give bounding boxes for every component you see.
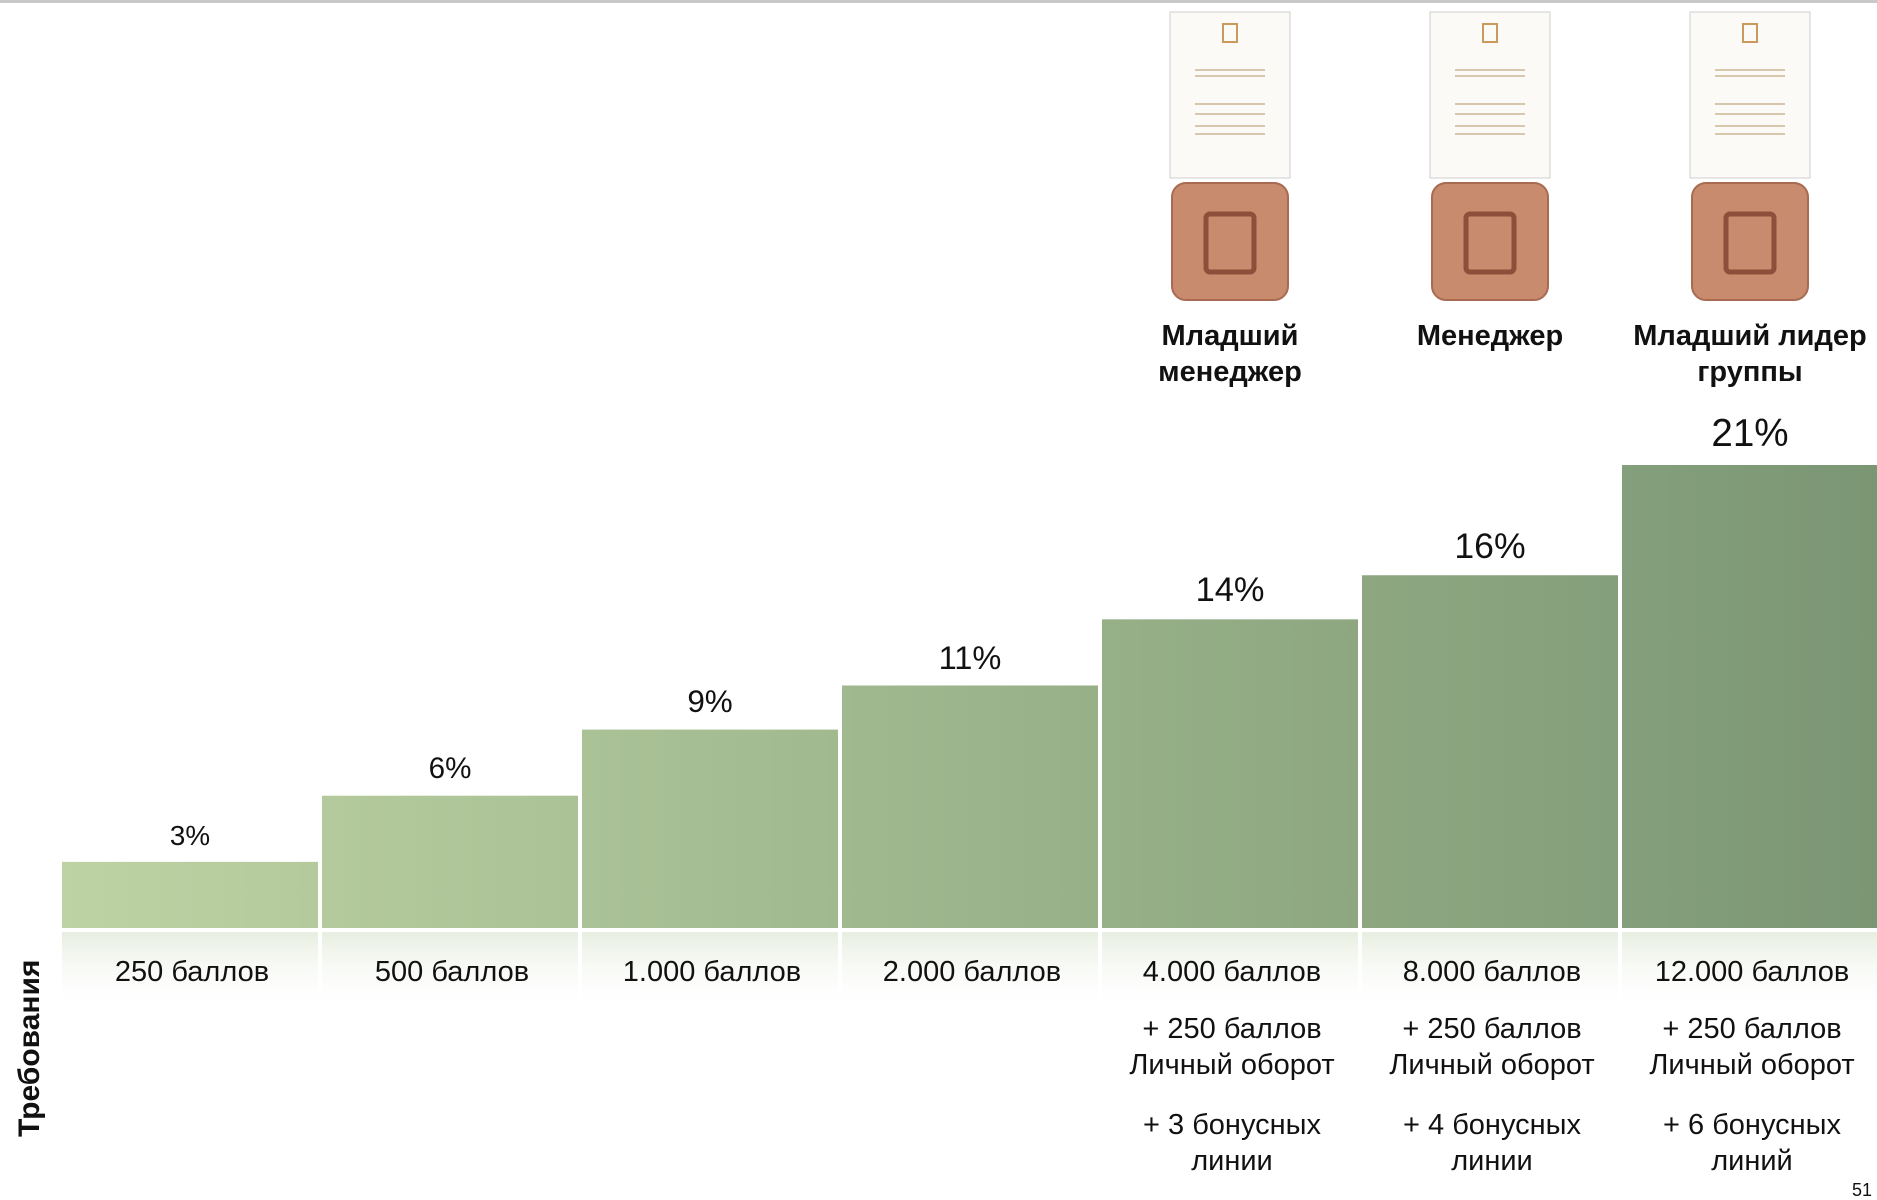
badge	[1431, 182, 1549, 301]
x-tick-label: 4.000 баллов	[1142, 956, 1322, 988]
label-band	[582, 932, 838, 1012]
x-tick-label: 2.000 баллов	[882, 956, 1062, 988]
requirements-label: Требования	[13, 959, 46, 1137]
bar	[1362, 575, 1618, 928]
certificate-sheet	[1689, 11, 1811, 179]
x-tick-label: 1.000 баллов	[622, 956, 802, 988]
requirement: + 4 бонусных	[1403, 1109, 1581, 1141]
value-label: 3%	[169, 820, 211, 852]
value-label: 9%	[687, 684, 733, 720]
badge	[1171, 182, 1289, 301]
requirement: Личный оборот	[1649, 1049, 1855, 1081]
bar	[842, 685, 1098, 928]
bar	[1102, 619, 1358, 928]
certificate-sheet	[1169, 11, 1291, 179]
certificate	[1429, 11, 1551, 179]
badge-logo	[1723, 211, 1777, 275]
page-number: 51	[1852, 1180, 1873, 1200]
rank-title: Младший менеджер	[1158, 320, 1302, 388]
requirement: линии	[1451, 1145, 1533, 1177]
rank-title: Менеджер	[1416, 320, 1564, 352]
requirement: + 250 баллов	[1142, 1013, 1322, 1045]
certificate-logo	[1742, 23, 1758, 43]
label-band	[1362, 932, 1618, 1012]
certificate-sheet	[1429, 11, 1551, 179]
certificate-logo	[1482, 23, 1498, 43]
value-label: 6%	[428, 752, 472, 786]
label-band	[322, 932, 578, 1012]
x-tick-label: 12.000 баллов	[1654, 956, 1850, 988]
requirement: линий	[1711, 1145, 1793, 1177]
bar	[1622, 465, 1877, 928]
requirement: Личный оборот	[1129, 1049, 1335, 1081]
top-rule	[0, 0, 1877, 3]
certificate	[1689, 11, 1811, 179]
x-tick-label: 8.000 баллов	[1402, 956, 1582, 988]
requirement: линии	[1191, 1145, 1273, 1177]
value-label: 14%	[1195, 570, 1265, 609]
x-tick-label: 250 баллов	[114, 956, 270, 988]
bar	[582, 729, 838, 928]
bar	[62, 861, 318, 928]
requirement: + 250 баллов	[1662, 1013, 1842, 1045]
badge	[1691, 182, 1809, 301]
certificate	[1169, 11, 1291, 179]
label-band	[1622, 932, 1877, 1012]
requirement: + 6 бонусных	[1663, 1109, 1841, 1141]
value-label: 11%	[938, 638, 1002, 676]
label-band	[62, 932, 318, 1012]
requirement: Личный оборот	[1389, 1049, 1595, 1081]
certificate-logo	[1222, 23, 1238, 43]
label-band	[1102, 932, 1358, 1012]
badge-logo	[1203, 211, 1257, 275]
value-label: 16%	[1454, 525, 1526, 566]
bar	[322, 795, 578, 928]
x-tick-label: 500 баллов	[374, 956, 530, 988]
label-band	[842, 932, 1098, 1012]
requirement: + 3 бонусных	[1143, 1109, 1321, 1141]
value-label: 21%	[1711, 412, 1789, 456]
rank-title: Младший лидер группы	[1633, 320, 1867, 388]
badge-logo	[1463, 211, 1517, 275]
requirement: + 250 баллов	[1402, 1013, 1582, 1045]
